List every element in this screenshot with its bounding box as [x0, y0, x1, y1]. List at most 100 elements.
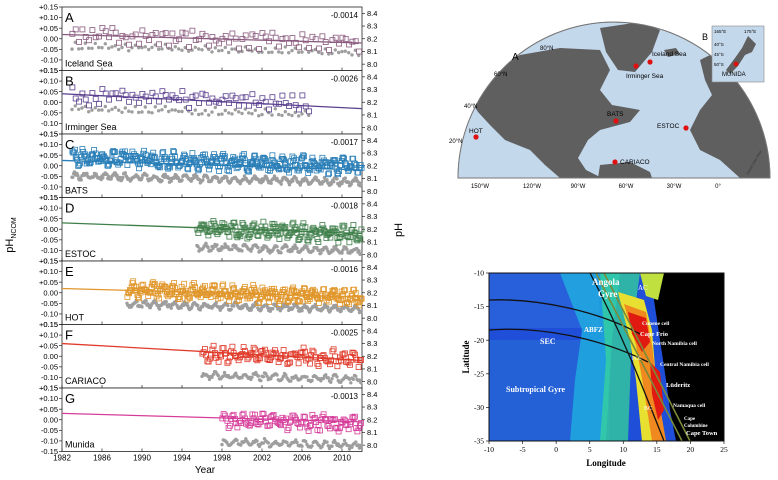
station-label-estoc: ESTOC — [657, 123, 680, 130]
ph-point — [285, 245, 289, 249]
ph-point — [193, 108, 197, 112]
anomaly-point — [296, 44, 303, 51]
left-tick-label: +0.05 — [39, 278, 58, 287]
right-tick-label: 8.1 — [367, 428, 377, 437]
inset-lat-label: 40°S — [714, 42, 724, 47]
ph-point — [160, 47, 164, 51]
anomaly-point — [302, 37, 309, 44]
left-tick-label: -0.15 — [41, 447, 58, 456]
right-tick-label: 8.3 — [367, 403, 377, 412]
ph-point — [117, 108, 121, 112]
anomaly-point — [232, 95, 239, 102]
ph-point — [113, 44, 118, 48]
ph-point — [290, 249, 294, 253]
ph-point — [300, 444, 304, 448]
x-tick-label: 1994 — [173, 454, 191, 463]
anomaly-point — [231, 155, 238, 162]
left-tick-label: -0.05 — [41, 235, 58, 244]
anomaly-point — [222, 93, 229, 100]
x-tick-label: 2010 — [333, 454, 351, 463]
ph-point — [335, 375, 339, 379]
left-tick-label: +0.10 — [39, 140, 58, 149]
right-tick-label: 8.2 — [367, 415, 377, 424]
left-tick-label: +0.05 — [39, 405, 58, 414]
anomaly-point — [179, 88, 186, 94]
anomaly-point — [263, 289, 270, 296]
heatmap-xlabel: Longitude — [586, 458, 626, 468]
ph-point — [232, 304, 236, 308]
ph-point — [295, 440, 299, 445]
heatmap-x-tick-label: -5 — [519, 445, 525, 454]
anomaly-point — [171, 149, 178, 156]
left-tick-label: +0.05 — [39, 341, 58, 350]
ph-point — [291, 179, 295, 183]
anomaly-point — [139, 27, 146, 34]
ph-point — [340, 49, 344, 54]
anomaly-point — [252, 155, 259, 162]
anomaly-point — [260, 411, 267, 418]
inset-letter: B — [702, 32, 708, 42]
anomaly-point — [279, 36, 286, 42]
ph-point — [326, 444, 330, 448]
right-tick-label: 8.3 — [367, 85, 377, 94]
anomaly-point — [206, 166, 213, 173]
ph-point — [253, 47, 257, 51]
ph-point — [93, 106, 98, 110]
anomaly-point — [314, 236, 321, 242]
anomaly-point — [226, 39, 233, 46]
ph-point — [295, 246, 299, 251]
panel-letter: G — [65, 391, 75, 406]
left-tick-label: -0.15 — [41, 320, 58, 329]
ph-point — [147, 47, 151, 52]
ph-point — [195, 174, 199, 179]
ph-point — [279, 182, 283, 186]
ph-point — [324, 373, 328, 377]
anomaly-point — [142, 33, 149, 39]
anomaly-point — [150, 279, 157, 286]
ph-point — [283, 110, 287, 114]
ph-point — [230, 112, 234, 116]
ph-point — [87, 110, 91, 114]
right-tick-label: 8.1 — [367, 174, 377, 183]
ph-point — [201, 304, 205, 309]
anomaly-point — [106, 96, 112, 103]
ph-point — [183, 105, 187, 110]
ph-point — [218, 308, 222, 312]
anomaly-point — [92, 34, 99, 41]
panel-letter: D — [65, 201, 74, 216]
anomaly-point — [276, 235, 283, 242]
anomaly-point — [216, 167, 223, 174]
anomaly-point — [200, 284, 207, 291]
left-tick-label: 0.00 — [43, 288, 58, 297]
x-tick-label: 2006 — [293, 454, 311, 463]
ph-point — [347, 447, 352, 451]
anomaly-point — [102, 28, 109, 35]
anomaly-point — [282, 100, 289, 106]
anomaly-point — [224, 359, 231, 366]
anomaly-point — [309, 347, 316, 354]
anomaly-point — [325, 171, 332, 178]
anomaly-point — [221, 221, 228, 228]
anomaly-point — [300, 220, 307, 227]
anomaly-point — [327, 234, 334, 241]
map-lat-label: 40°N — [464, 104, 477, 110]
ph-point — [87, 46, 91, 50]
ph-point — [160, 178, 164, 183]
anomaly-point — [326, 47, 333, 53]
anomaly-point — [326, 361, 333, 368]
anomaly-point — [301, 285, 308, 292]
anomaly-point — [295, 360, 302, 367]
anomaly-point — [289, 153, 296, 160]
ph-point — [226, 303, 230, 308]
anomaly-point — [185, 166, 192, 173]
ph-point — [177, 47, 181, 51]
anomaly-point — [292, 39, 299, 46]
left-tick-label: -0.10 — [41, 246, 58, 255]
region-label: Angola — [592, 277, 620, 287]
ph-point — [200, 48, 204, 52]
ph-point — [203, 108, 207, 113]
anomaly-point — [122, 92, 129, 99]
left-tick-label: -0.10 — [41, 437, 58, 446]
anomaly-point — [99, 24, 106, 31]
left-tick-label: 0.00 — [43, 225, 58, 234]
